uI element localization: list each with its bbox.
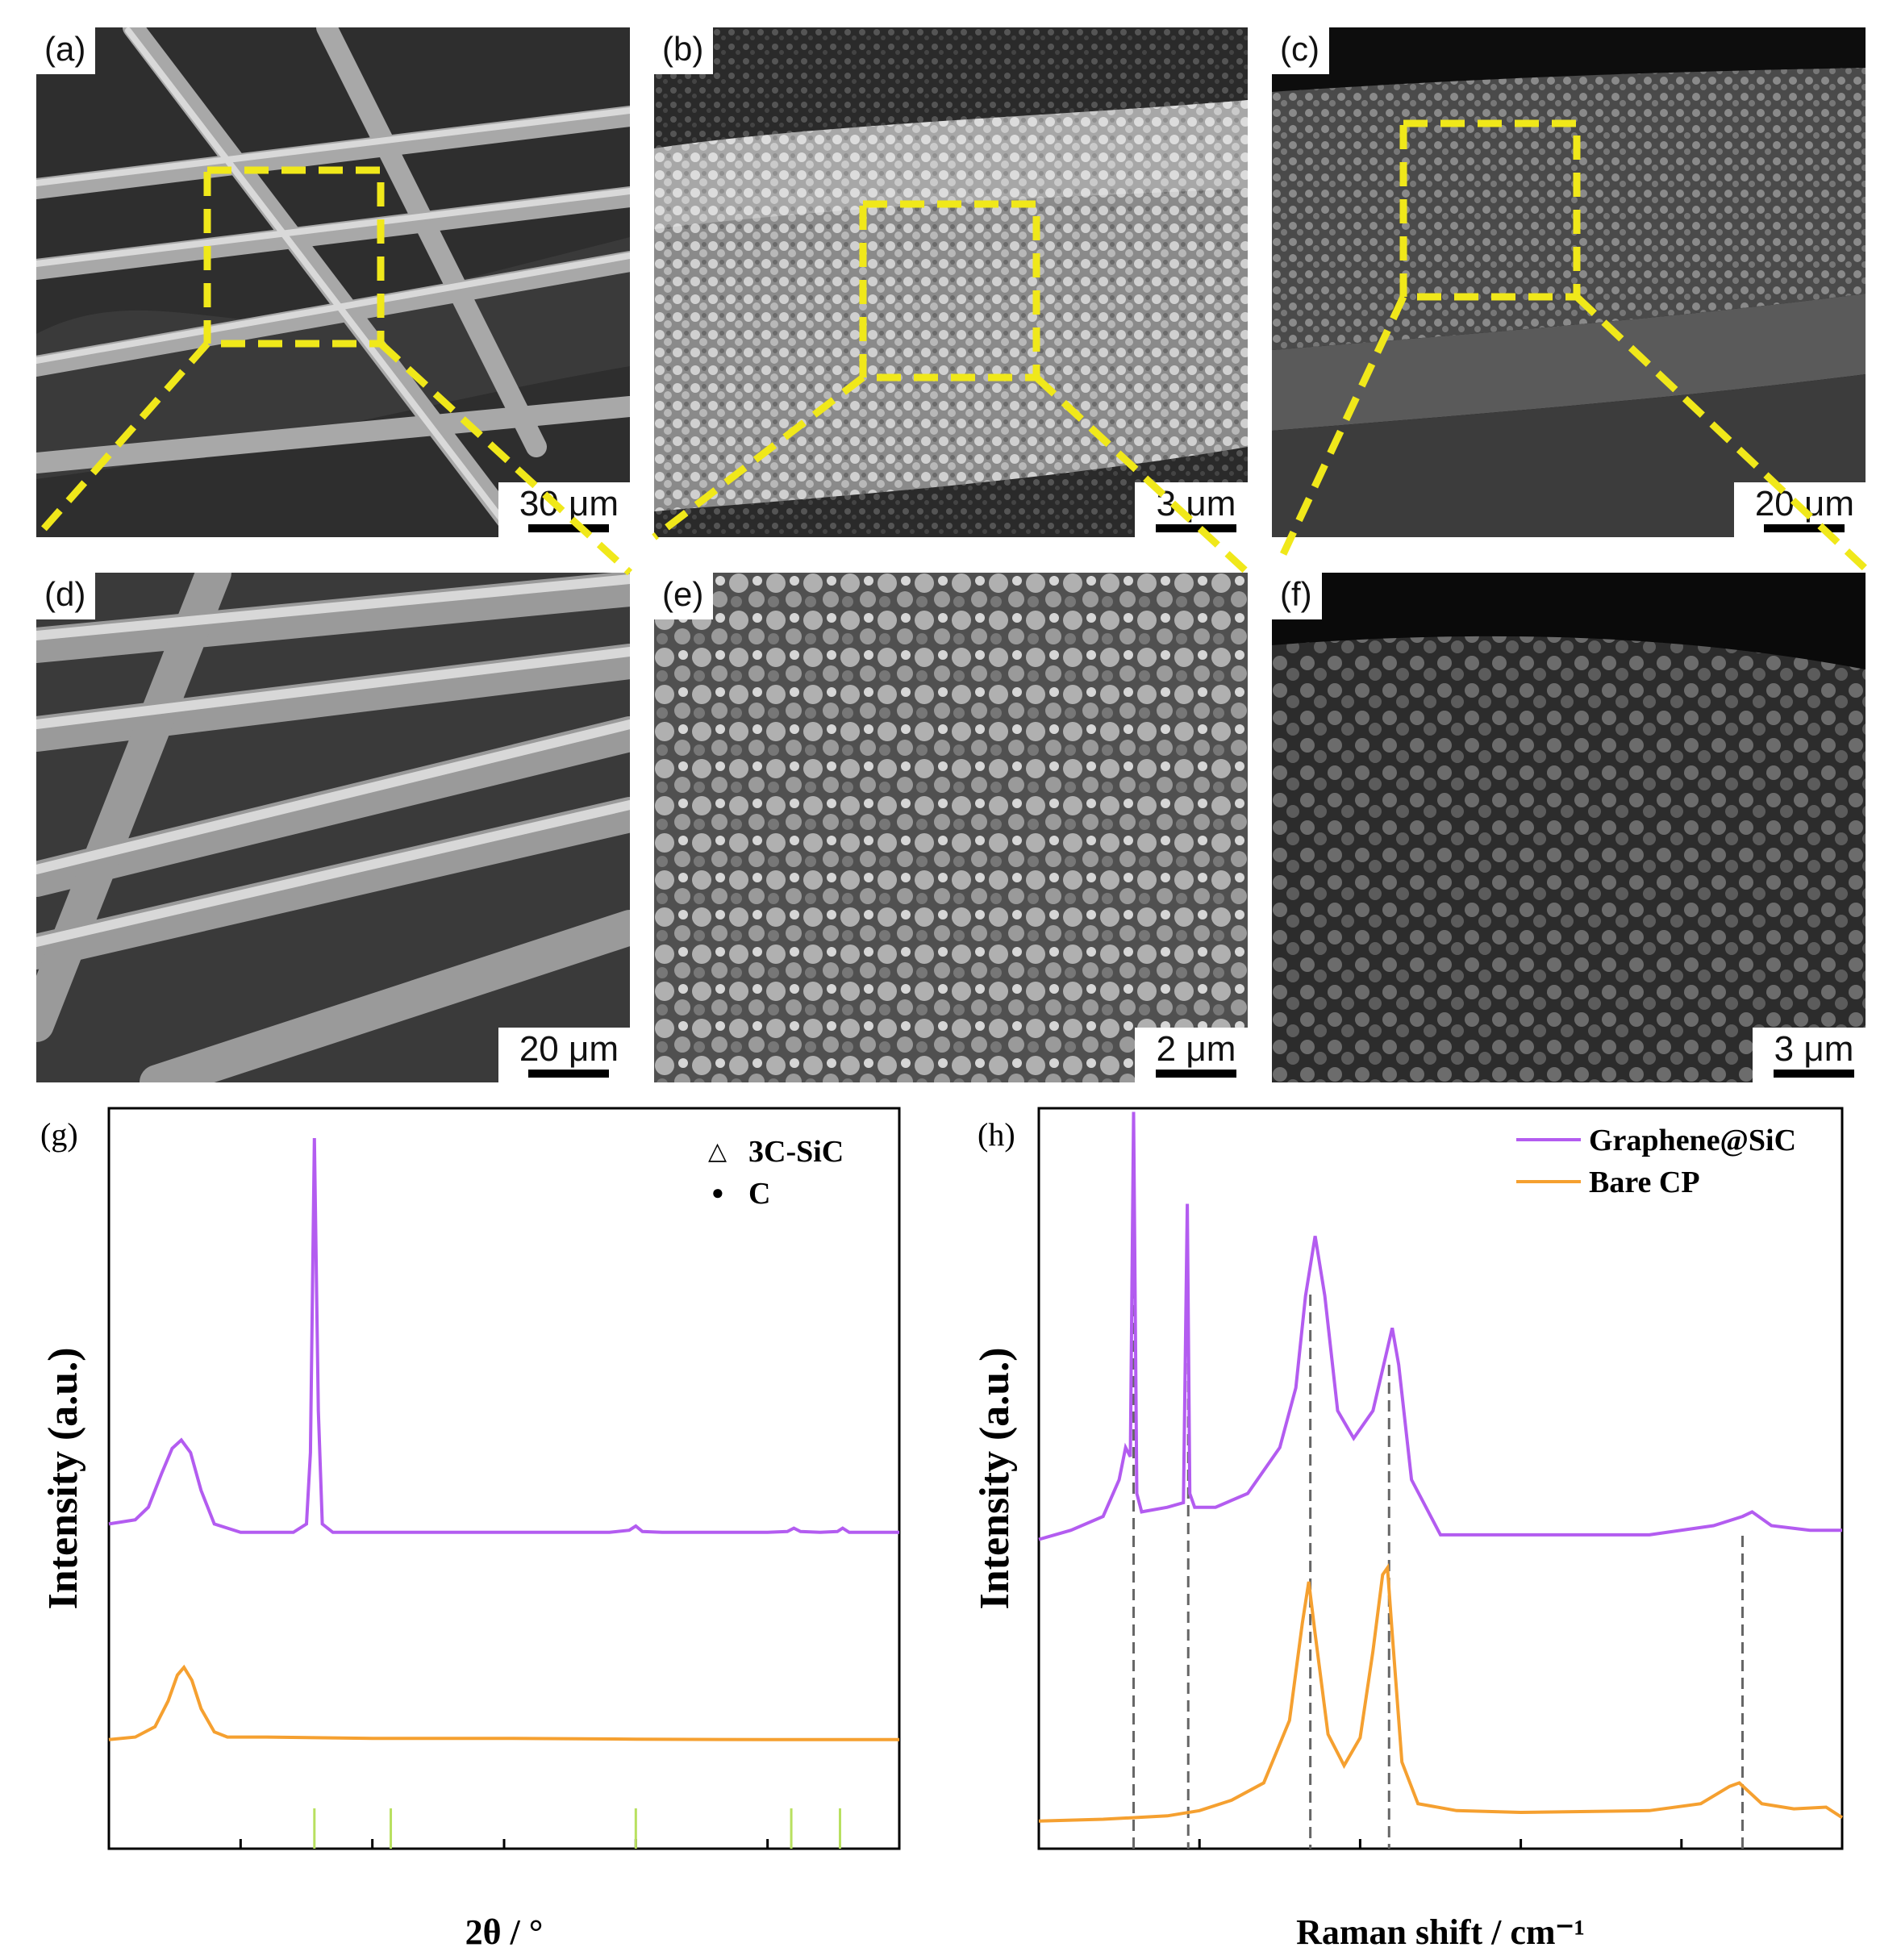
legend-text-sic: 3C-SiC: [748, 1135, 844, 1169]
panel-label: (d): [36, 573, 96, 619]
sem-image-c: [1272, 27, 1866, 537]
x-axis-ticks: [1037, 1839, 1844, 1849]
x-axis-label: 2θ / °: [465, 1912, 544, 1952]
panel-label: (f): [1272, 573, 1322, 619]
scale-bar-line: [1764, 524, 1845, 532]
y-axis-label: Intensity (a.u.): [972, 1347, 1018, 1609]
sem-panel-e: (e) 2 μm: [654, 573, 1248, 1082]
panel-label: (b): [654, 27, 714, 74]
panel-label-h: (h): [978, 1116, 1015, 1153]
y-axis-label: Intensity (a.u.): [40, 1347, 86, 1609]
scale-text: 20 μm: [1754, 483, 1854, 523]
scale-bar-line: [528, 524, 610, 532]
scale-bar: 20 μm: [498, 1027, 630, 1082]
legend: △ 3C-SiC ● C: [708, 1135, 844, 1211]
scale-bar-line: [1156, 1070, 1236, 1078]
scale-bar: 2 μm: [1135, 1027, 1248, 1082]
panel-label: (a): [36, 27, 96, 74]
scale-bar: 20 μm: [1733, 482, 1866, 537]
series-line: [1038, 1111, 1842, 1541]
legend-text-graphene: Graphene@SiC: [1589, 1124, 1796, 1157]
sem-panel-b: (b) 3 μm: [654, 27, 1248, 537]
scale-text: 3 μm: [1774, 1028, 1854, 1069]
series-line: [108, 1664, 899, 1741]
plot-frame: [1037, 1107, 1844, 1850]
sem-panel-a: (a) 30 μm: [36, 27, 630, 537]
scale-bar: 3 μm: [1135, 482, 1248, 537]
sem-image-a: [36, 27, 630, 537]
panel-label: (e): [654, 573, 714, 619]
panel-label-g: (g): [40, 1116, 78, 1153]
scale-bar-line: [528, 1070, 610, 1078]
sem-image-d: [36, 573, 630, 1082]
series-lines: [1038, 1111, 1844, 1823]
scale-bar-line: [1156, 524, 1236, 532]
legend: Graphene@SiC Bare CP: [1516, 1124, 1796, 1199]
panel-label: (c): [1272, 27, 1329, 74]
x-axis-ticks: [107, 1839, 901, 1849]
scale-text: 20 μm: [519, 1028, 619, 1069]
scale-bar: 3 μm: [1753, 1027, 1866, 1082]
scale-text: 3 μm: [1156, 483, 1236, 523]
raman-chart: (h) Graphene@SiC Bare CP Raman shift / c…: [972, 1107, 1844, 1952]
sem-image-b: [654, 27, 1248, 537]
scale-bar: 30 μm: [498, 482, 630, 537]
series-line: [1038, 1563, 1844, 1823]
sem-panel-f: (f) 3 μm: [1272, 573, 1866, 1082]
sem-panel-d: (d) 20 μm: [36, 573, 630, 1082]
scale-text: 30 μm: [519, 483, 619, 523]
scale-bar-line: [1774, 1070, 1854, 1078]
x-axis-label: Raman shift / cm⁻¹: [1296, 1912, 1585, 1952]
xrd-chart: (g) 2θ / ° Intensity (a.u.) △ 3C-SiC ● C: [40, 1107, 901, 1952]
legend-text-bare: Bare CP: [1589, 1166, 1700, 1199]
series-line: [108, 1137, 899, 1534]
sem-image-e: [654, 573, 1248, 1082]
sem-image-f: [1272, 573, 1866, 1082]
peak-guides: [1132, 1163, 1744, 1849]
series-lines: [108, 1137, 899, 1741]
reference-pattern: [313, 1808, 841, 1849]
scale-text: 2 μm: [1156, 1028, 1236, 1069]
legend-symbol-sic: △: [708, 1138, 727, 1165]
legend-text-c: C: [748, 1177, 770, 1211]
legend-symbol-c: ●: [711, 1181, 724, 1204]
sem-panel-c: (c) 20 μm: [1272, 27, 1866, 537]
